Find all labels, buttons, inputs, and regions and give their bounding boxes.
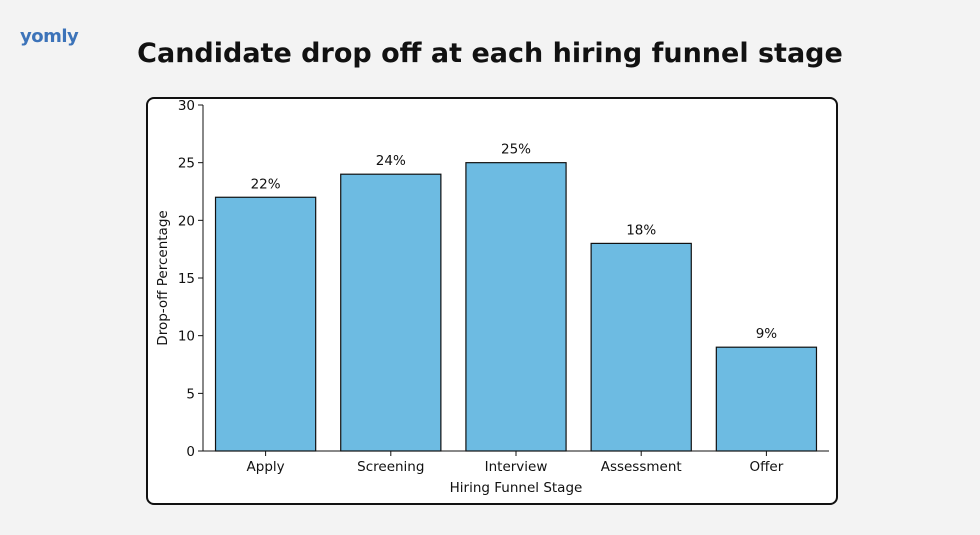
bar-offer	[715, 346, 818, 452]
chart-card: 22% Apply 24% Screening 25% Interview 18% Asses…	[146, 97, 838, 505]
x-axis-label: Hiring Funnel Stage	[450, 480, 583, 496]
bar-apply	[214, 196, 317, 452]
bar-screening	[340, 173, 442, 452]
value-label-interview: 25%	[501, 142, 531, 158]
bar-interview	[465, 162, 567, 452]
y-axis-label: Drop-off Percentage	[155, 210, 171, 345]
y-tick-label: 0	[186, 444, 195, 460]
y-tick-label: 25	[178, 156, 195, 172]
page-title: Candidate drop off at each hiring funnel…	[137, 38, 843, 69]
value-label-offer: 9%	[756, 326, 778, 342]
x-tick-label-offer: Offer	[750, 459, 784, 475]
y-tick-label: 15	[178, 271, 195, 287]
x-tick-label-screening: Screening	[357, 459, 424, 475]
x-tick-label-assessment: Assessment	[601, 459, 682, 475]
y-tick-label: 30	[178, 99, 195, 114]
bar-chart: 22% Apply 24% Screening 25% Interview 18% Asses…	[155, 99, 829, 496]
y-tick-label: 10	[178, 329, 195, 345]
company-logo: yomly	[20, 26, 79, 47]
x-tick-label-interview: Interview	[485, 459, 548, 475]
x-tick-label-apply: Apply	[247, 459, 285, 475]
y-tick-label: 5	[186, 386, 195, 402]
bar-assessment	[590, 242, 692, 452]
value-label-assessment: 18%	[626, 222, 656, 238]
y-tick-label: 20	[178, 213, 195, 229]
value-label-screening: 24%	[376, 153, 406, 169]
value-label-apply: 22%	[251, 176, 281, 192]
